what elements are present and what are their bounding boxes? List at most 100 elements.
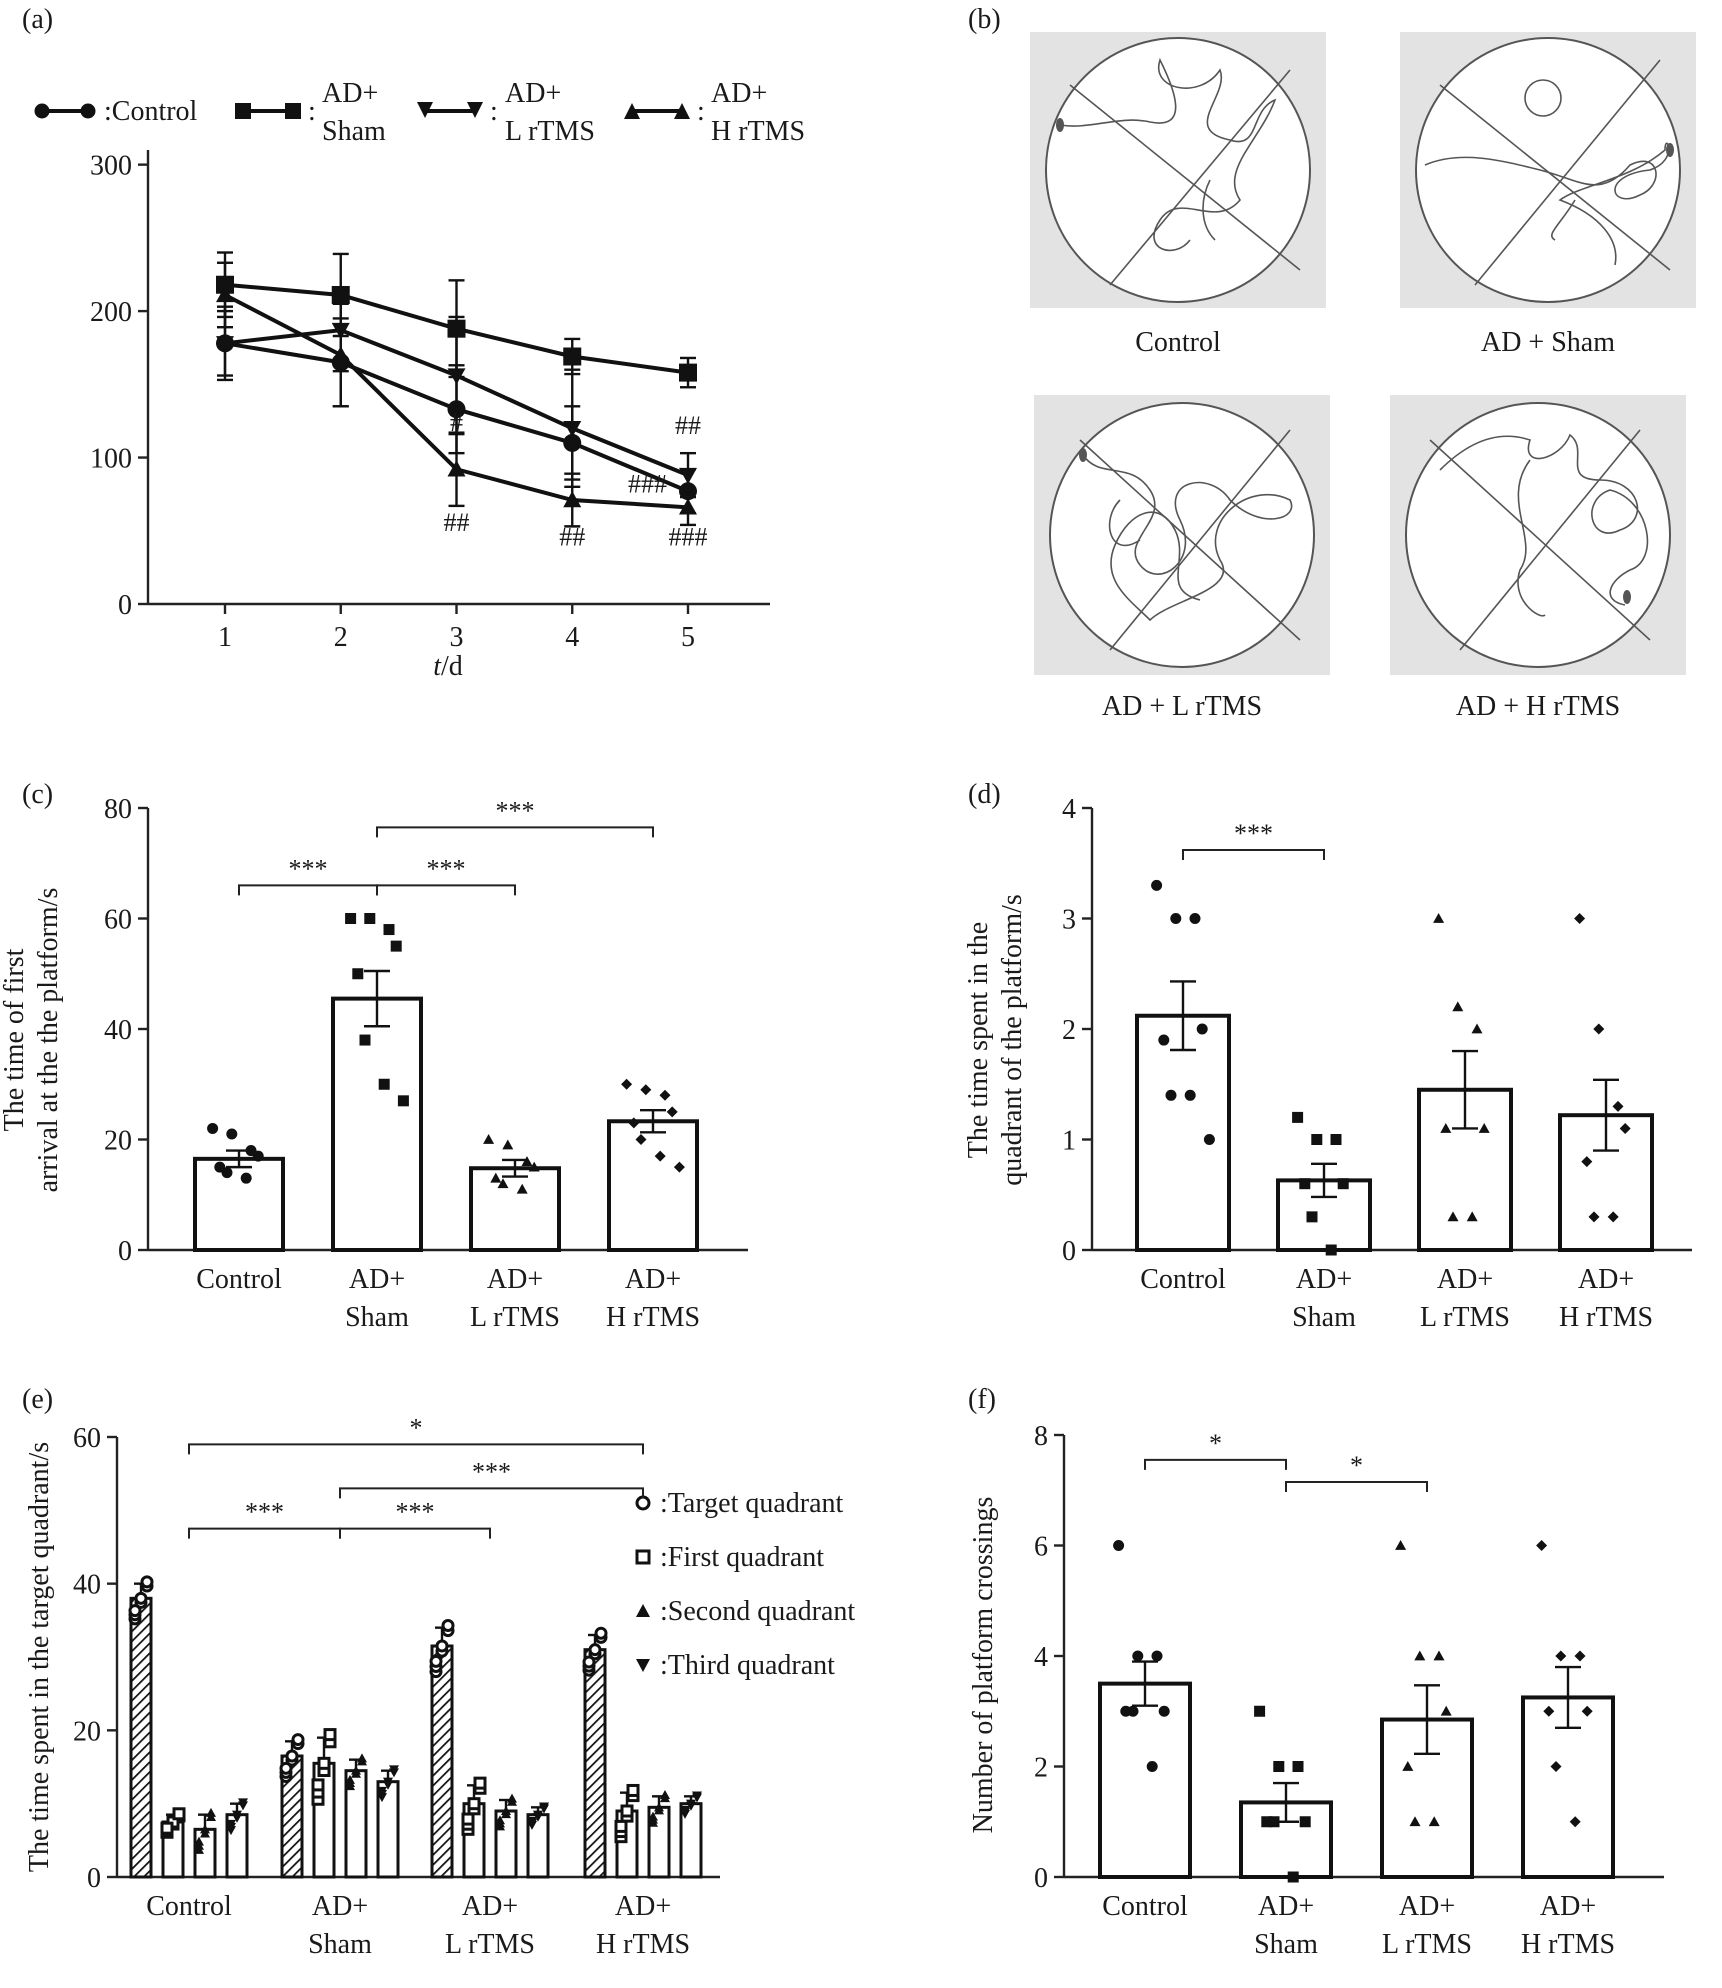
data-point-triangle-up bbox=[516, 1183, 528, 1194]
data-point-triangle-up bbox=[1452, 1001, 1464, 1012]
legend-a-control: :Control bbox=[34, 96, 198, 127]
data-point-triangle-down bbox=[692, 1791, 702, 1801]
y-tick-label: 0 bbox=[118, 590, 132, 621]
data-point-triangle-down bbox=[539, 1802, 549, 1812]
legend-a-sham-line2: Sham bbox=[322, 116, 386, 147]
panel-label-d: (d) bbox=[968, 779, 1001, 810]
data-point-square bbox=[1292, 1111, 1304, 1123]
swim-path-control: Control bbox=[1030, 32, 1326, 358]
data-point-diamond bbox=[1574, 913, 1586, 924]
data-point-triangle-down bbox=[232, 1810, 242, 1820]
data-point-open-circle bbox=[429, 1654, 443, 1668]
y-tick-label: 0 bbox=[1062, 1236, 1076, 1267]
legend-a-lrtms-line1: AD+ bbox=[505, 78, 561, 109]
data-point-diamond bbox=[621, 1078, 633, 1090]
data-point-square bbox=[679, 363, 697, 382]
y-tick-label: 80 bbox=[104, 794, 132, 825]
x-tick-label: Sham bbox=[1254, 1929, 1318, 1960]
data-point-triangle-up bbox=[1433, 913, 1445, 923]
swim-path-sham: AD + Sham bbox=[1400, 32, 1696, 358]
significance-bracket bbox=[1182, 848, 1325, 860]
data-point-circle bbox=[1158, 1034, 1170, 1046]
data-point-triangle-up bbox=[216, 285, 234, 303]
data-point-diamond bbox=[1581, 1156, 1593, 1168]
data-point-diamond bbox=[1569, 1816, 1581, 1828]
data-point-square bbox=[364, 913, 376, 924]
data-point-square bbox=[352, 968, 364, 980]
significance-label: * bbox=[1350, 1451, 1363, 1480]
data-point-square bbox=[1299, 1178, 1311, 1190]
x-tick-label: Control bbox=[1140, 1264, 1226, 1295]
y-axis-label: The time of first bbox=[0, 948, 30, 1131]
x-tick-label: Control bbox=[146, 1891, 232, 1922]
swim-path-caption-lrtms: AD + L rTMS bbox=[1102, 691, 1262, 722]
significance-label: *** bbox=[289, 854, 328, 883]
data-point-triangle-up bbox=[521, 1156, 533, 1166]
y-tick-label: 2 bbox=[1062, 1015, 1076, 1046]
significance-label: ### bbox=[628, 470, 667, 499]
significance-label: *** bbox=[496, 796, 535, 825]
data-point-triangle-up bbox=[1433, 1650, 1445, 1661]
legend-e-third-marker bbox=[636, 1659, 650, 1672]
data-point-triangle-down bbox=[679, 467, 697, 485]
data-point-square bbox=[345, 913, 357, 924]
data-point-diamond bbox=[1543, 1705, 1555, 1717]
y-tick-label: 0 bbox=[118, 1236, 132, 1267]
x-tick-label: AD+ bbox=[349, 1264, 405, 1295]
y-tick-label: 6 bbox=[1034, 1532, 1048, 1563]
data-point-triangle-down bbox=[238, 1798, 248, 1808]
panel-label-f: (f) bbox=[968, 1384, 996, 1415]
legend-e: :Target quadrant :First quadrant :Second… bbox=[635, 1488, 855, 1681]
data-point-triangle-up bbox=[495, 1815, 505, 1825]
y-tick-label: 0 bbox=[1034, 1863, 1048, 1894]
y-tick-label: 8 bbox=[1034, 1421, 1048, 1452]
data-point-triangle-up bbox=[490, 1172, 502, 1183]
x-tick-label: L rTMS bbox=[1382, 1929, 1472, 1960]
data-point-triangle-down bbox=[533, 1810, 543, 1820]
x-tick-label: H rTMS bbox=[606, 1302, 700, 1333]
data-point-open-circle bbox=[291, 1733, 305, 1747]
bar-target-quadrant bbox=[583, 1648, 607, 1879]
y-tick-label: 40 bbox=[104, 1015, 132, 1046]
data-point-triangle-down bbox=[226, 1819, 236, 1829]
data-point-open-circle bbox=[285, 1749, 299, 1763]
x-tick-label: 2 bbox=[334, 622, 348, 653]
x-tick-label: AD+ bbox=[1296, 1264, 1352, 1295]
data-point-diamond bbox=[1550, 1761, 1562, 1772]
x-tick-label: AD+ bbox=[615, 1891, 671, 1922]
data-point-diamond bbox=[1612, 1100, 1624, 1112]
x-tick-label: 5 bbox=[681, 622, 695, 653]
y-tick-label: 4 bbox=[1034, 1642, 1048, 1673]
x-tick-label: AD+ bbox=[1540, 1891, 1596, 1922]
svg-text::: : bbox=[308, 96, 316, 127]
y-tick-label: 60 bbox=[104, 905, 132, 936]
data-point-square bbox=[1254, 1705, 1266, 1717]
y-tick-label: 300 bbox=[90, 151, 132, 182]
data-point-open-square bbox=[614, 1819, 628, 1833]
x-tick-label: H rTMS bbox=[596, 1929, 690, 1960]
y-tick-label: 40 bbox=[73, 1570, 101, 1601]
data-point-triangle-up bbox=[502, 1139, 514, 1150]
data-point-triangle-up bbox=[660, 1790, 670, 1800]
significance-label: * bbox=[410, 1413, 423, 1442]
data-point-circle bbox=[1127, 1705, 1139, 1717]
x-tick-label: Sham bbox=[308, 1929, 372, 1960]
data-point-open-square bbox=[620, 1804, 634, 1818]
panel-b-swim-paths: Control AD + Sham AD + L rTMS bbox=[1030, 32, 1696, 722]
data-point-triangle-down bbox=[563, 421, 582, 438]
swim-path-hrtms: AD + H rTMS bbox=[1390, 395, 1686, 722]
panel-label-b: (b) bbox=[968, 4, 1001, 35]
data-point-square bbox=[1299, 1816, 1311, 1828]
data-point-triangle-up bbox=[1466, 1211, 1478, 1222]
data-point-circle bbox=[1184, 1089, 1196, 1101]
x-tick-label: L rTMS bbox=[1420, 1302, 1510, 1333]
legend-e-target-label: :Target quadrant bbox=[660, 1488, 844, 1519]
y-tick-label: 2 bbox=[1034, 1753, 1048, 1784]
legend-a-sham-line1: AD+ bbox=[322, 78, 378, 109]
panel-label-e: (e) bbox=[22, 1384, 53, 1415]
data-point-square bbox=[1330, 1134, 1342, 1145]
data-point-triangle-up bbox=[357, 1753, 367, 1763]
data-point-circle bbox=[221, 1167, 233, 1179]
